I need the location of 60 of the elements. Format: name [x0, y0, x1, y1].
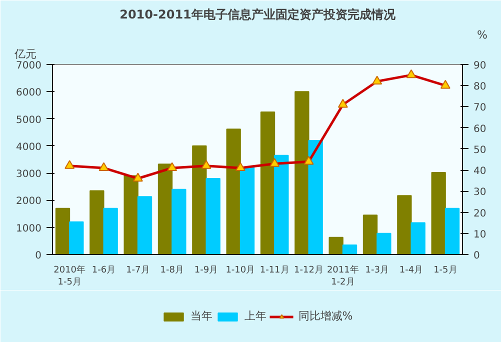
- bar: [226, 128, 241, 254]
- bar: [328, 236, 344, 254]
- chart-title: 2010-2011年电子信息产业固定资产投资完成情况: [120, 8, 396, 22]
- x-tick-label: 1-5月: [434, 266, 458, 276]
- bar: [158, 164, 173, 254]
- y-tick-label: 4000: [16, 142, 42, 153]
- y-axis-title: 亿元: [14, 48, 36, 60]
- y-tick-label: 2000: [16, 196, 42, 208]
- bar: [55, 208, 70, 254]
- y2-tick-label: 0: [474, 250, 480, 262]
- x-tick-label: 1-10月: [226, 266, 256, 276]
- bar: [103, 208, 118, 254]
- bar: [274, 154, 289, 254]
- y-tick-label: 0: [35, 250, 42, 262]
- bar: [410, 222, 426, 254]
- bar: [137, 196, 152, 254]
- bar: [308, 140, 323, 254]
- bar: [206, 178, 220, 254]
- y2-tick-label: 10: [474, 229, 486, 240]
- y2-tick-label: 30: [474, 187, 486, 198]
- bar: [172, 188, 186, 254]
- x-tick-label: 1-9月: [194, 266, 218, 276]
- y2-tick-label: 60: [474, 124, 486, 135]
- y-tick-label: 6000: [16, 88, 42, 99]
- bar: [260, 112, 276, 254]
- x-tick-label: 1-11月: [260, 266, 290, 276]
- bar: [240, 166, 255, 254]
- legend-label: 上年: [244, 308, 266, 324]
- y2-tick-label: 90: [474, 60, 486, 72]
- y-tick-label: 5000: [16, 114, 42, 126]
- y-tick-label: 7000: [16, 60, 42, 72]
- y2-tick-label: 40: [474, 166, 486, 178]
- bar: [342, 244, 358, 254]
- bar: [397, 195, 412, 254]
- x-tick-label: 1-4月: [399, 266, 424, 276]
- bar: [69, 221, 84, 254]
- y2-tick-label: 20: [474, 208, 486, 220]
- y-tick-label: 1000: [16, 223, 42, 234]
- y2-axis-title: %: [477, 28, 488, 42]
- bar: [90, 190, 104, 254]
- y2-tick-label: 50: [474, 144, 486, 156]
- bar: [362, 214, 378, 254]
- bar: [444, 208, 460, 254]
- bar: [192, 145, 207, 254]
- x-tick-label: 2011年 1-2月: [326, 264, 359, 288]
- x-tick-label: 1-6月: [92, 266, 116, 276]
- x-tick-label: 1-3月: [365, 266, 389, 276]
- y-tick-label: 3000: [16, 169, 42, 180]
- y2-tick-label: 80: [474, 82, 486, 93]
- bar: [294, 91, 310, 254]
- x-tick-label: 1-12月: [294, 266, 324, 276]
- legend-label: 当年: [190, 308, 212, 324]
- bar: [376, 232, 392, 254]
- y2-tick-label: 70: [474, 102, 486, 114]
- x-tick-label: 2010年 1-5月: [54, 264, 86, 288]
- x-tick-label: 1-8月: [160, 266, 184, 276]
- x-tick-label: 1-7月: [126, 266, 150, 276]
- legend-label: 同比增减%: [298, 308, 353, 324]
- bar: [124, 175, 138, 254]
- bar: [431, 172, 446, 254]
